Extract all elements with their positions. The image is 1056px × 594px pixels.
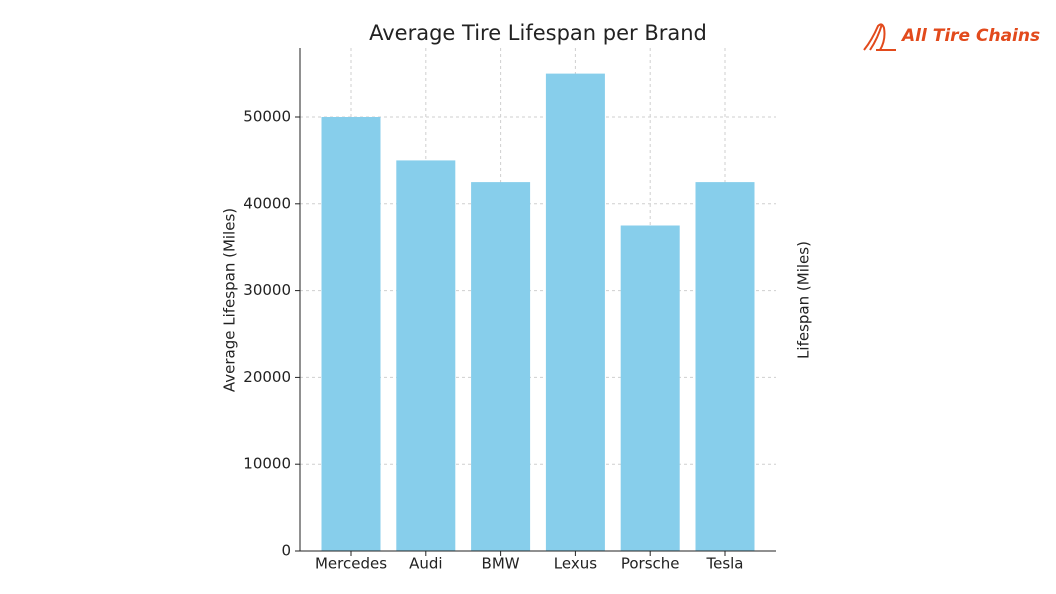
bar	[321, 117, 381, 551]
logo: All Tire Chains	[863, 23, 1040, 51]
y-tick-label: 50000	[243, 108, 291, 126]
x-tick-label: Tesla	[705, 555, 743, 573]
bar	[396, 160, 456, 551]
x-tick-label: Porsche	[621, 555, 680, 573]
bar	[545, 73, 605, 551]
y-tick-label: 10000	[243, 455, 291, 473]
y2-axis-label: Lifespan (Miles)	[795, 241, 813, 359]
logo-text: All Tire Chains	[900, 26, 1040, 46]
y-tick-label: 0	[281, 542, 291, 560]
plot-area: 0 10000 20000 30000 40000 50000 Mercedes Audi BM…	[243, 48, 776, 573]
y-tick-label: 40000	[243, 194, 291, 212]
x-tick-label: Mercedes	[315, 555, 387, 573]
x-tick-label: Lexus	[554, 555, 597, 573]
x-tick-label: BMW	[482, 555, 520, 573]
logo-icon	[863, 23, 896, 51]
bar	[695, 182, 755, 551]
x-tick-label: Audi	[409, 555, 442, 573]
bar	[620, 225, 680, 551]
bar	[471, 182, 531, 551]
chart-title: Average Tire Lifespan per Brand	[369, 21, 707, 45]
y-tick-label: 30000	[243, 281, 291, 299]
y-tick-label: 20000	[243, 368, 291, 386]
y-axis-label: Average Lifespan (Miles)	[221, 208, 239, 392]
